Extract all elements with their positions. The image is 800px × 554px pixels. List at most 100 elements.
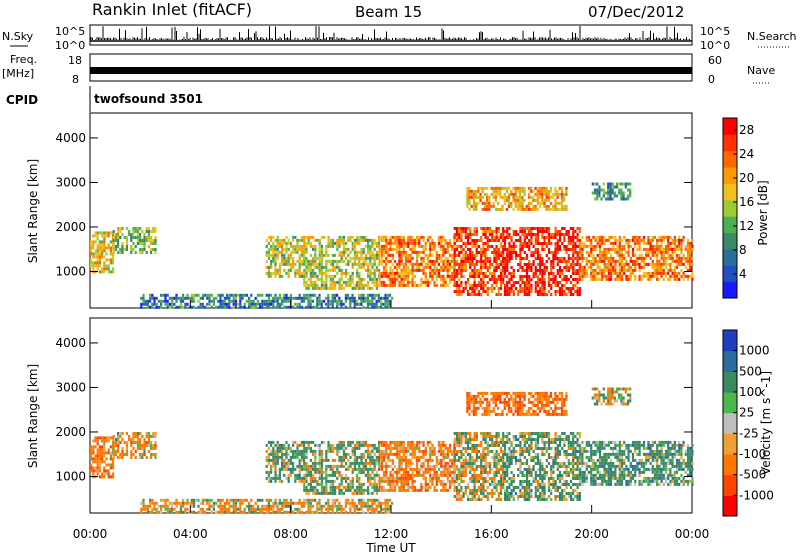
range-cell xyxy=(234,299,237,303)
range-cell xyxy=(444,473,447,477)
range-cell xyxy=(375,455,378,459)
range-cell xyxy=(433,265,436,269)
range-cell xyxy=(543,189,546,193)
range-cell xyxy=(320,256,323,260)
range-cell xyxy=(426,235,430,239)
range-cell xyxy=(460,248,463,251)
range-cell xyxy=(327,241,330,245)
range-cell xyxy=(136,447,139,450)
range-cell xyxy=(475,251,478,254)
range-cell xyxy=(455,477,459,480)
range-cell xyxy=(232,296,235,300)
range-cell xyxy=(407,476,410,480)
range-cell xyxy=(514,195,517,199)
range-cell xyxy=(448,470,452,474)
range-cell xyxy=(532,207,535,211)
range-cell xyxy=(369,250,372,254)
range-cell xyxy=(491,278,494,281)
range-cell xyxy=(442,479,445,483)
range-cell xyxy=(497,498,500,501)
range-cell xyxy=(503,468,507,471)
range-cell xyxy=(468,195,471,199)
range-cell xyxy=(671,256,674,260)
range-cell xyxy=(579,244,582,248)
range-cell xyxy=(373,443,376,447)
range-cell xyxy=(342,280,345,284)
range-cell xyxy=(664,259,668,263)
range-cell xyxy=(466,248,470,251)
range-cell xyxy=(367,247,370,251)
range-cell xyxy=(407,482,410,486)
range-cell xyxy=(298,253,301,257)
range-cell xyxy=(598,250,602,254)
range-cell xyxy=(305,296,308,300)
range-cell xyxy=(369,293,372,297)
range-cell xyxy=(437,238,441,242)
range-cell xyxy=(226,305,229,309)
range-cell xyxy=(132,242,135,245)
range-cell xyxy=(312,488,315,492)
range-cell xyxy=(378,458,381,462)
range-cell xyxy=(338,286,341,290)
range-cell xyxy=(620,277,624,281)
range-cell xyxy=(567,287,570,290)
range-cell xyxy=(671,271,674,275)
range-cell xyxy=(482,254,485,257)
range-cell xyxy=(442,443,445,447)
range-cell xyxy=(612,256,615,260)
range-cell xyxy=(112,456,115,459)
range-cell xyxy=(420,259,423,263)
range-cell xyxy=(585,250,588,254)
range-cell xyxy=(278,449,281,453)
range-cell xyxy=(422,470,425,474)
range-cell xyxy=(477,189,480,193)
range-cell xyxy=(482,227,485,230)
range-cell xyxy=(482,456,485,459)
range-cell xyxy=(267,253,270,257)
range-cell xyxy=(460,435,463,438)
range-cell xyxy=(278,274,281,278)
nsky-tick-low: 10^0 xyxy=(55,39,85,52)
range-cell xyxy=(356,440,359,444)
range-cell xyxy=(316,482,319,486)
range-cell xyxy=(475,195,478,199)
range-cell xyxy=(458,483,461,486)
range-cell xyxy=(287,256,290,260)
range-cell xyxy=(521,281,524,284)
range-cell xyxy=(411,271,414,275)
range-cell xyxy=(351,467,354,471)
range-cell xyxy=(369,464,372,468)
range-cell xyxy=(607,259,610,263)
range-cell xyxy=(471,260,474,263)
range-cell xyxy=(371,265,374,269)
range-cell xyxy=(413,274,416,278)
range-cell xyxy=(378,476,381,480)
range-cell xyxy=(530,189,533,193)
range-cell xyxy=(378,461,381,465)
range-cell xyxy=(375,299,378,303)
range-cell xyxy=(536,281,540,284)
range-cell xyxy=(154,441,157,444)
range-cell xyxy=(493,230,496,233)
range-cell xyxy=(440,259,443,263)
range-cell xyxy=(413,455,416,459)
range-cell xyxy=(534,275,537,278)
range-cell xyxy=(338,244,341,248)
range-cell xyxy=(314,283,317,287)
range-cell xyxy=(367,283,370,287)
range-cell xyxy=(503,242,507,245)
range-cell xyxy=(442,452,445,456)
range-cell xyxy=(175,296,178,300)
range-cell xyxy=(364,440,367,444)
range-cell xyxy=(331,470,334,474)
range-cell xyxy=(574,278,577,281)
range-cell xyxy=(585,262,588,266)
range-cell xyxy=(448,238,452,242)
range-cell xyxy=(444,247,447,251)
range-cell xyxy=(502,456,505,459)
range-cell xyxy=(424,482,427,486)
range-cell xyxy=(152,242,155,245)
range-cell xyxy=(453,443,456,447)
range-cell xyxy=(455,492,459,495)
range-cell xyxy=(506,453,509,456)
